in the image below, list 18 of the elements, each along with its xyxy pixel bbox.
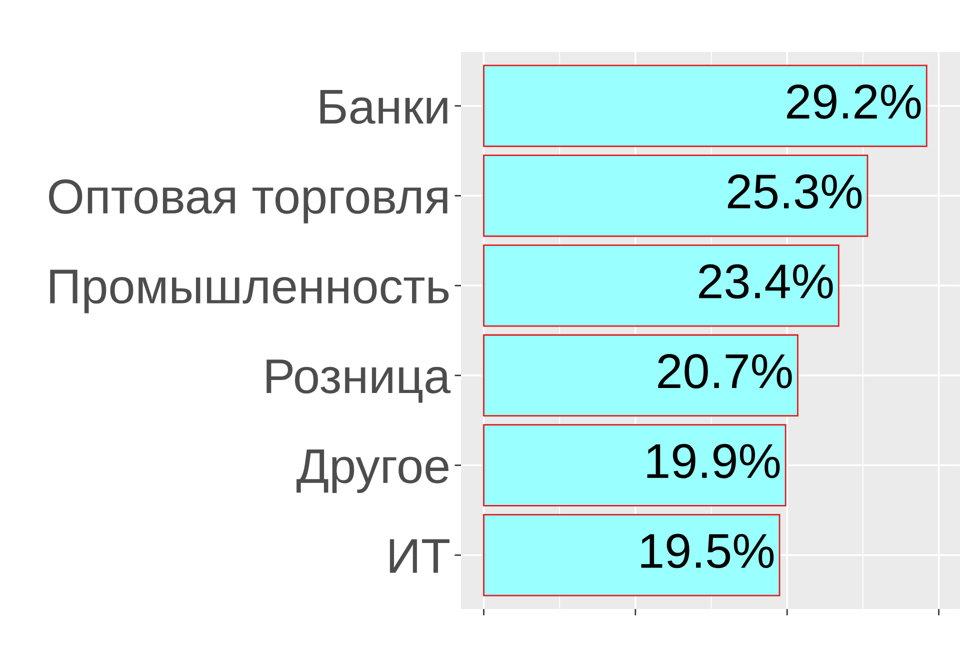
data-label: 23.4% <box>699 264 833 299</box>
y-tick-label: Другое <box>296 449 448 493</box>
bar <box>483 244 840 327</box>
bar <box>483 334 798 417</box>
y-tick-label: Оптовая торговля <box>49 179 448 224</box>
bar <box>483 154 868 237</box>
data-label: 19.5% <box>641 534 774 568</box>
bar <box>483 64 928 148</box>
y-tick-label: Банки <box>320 90 448 124</box>
y-tick-label: Розница <box>266 360 451 403</box>
y-tick-label: ИТ <box>390 539 450 573</box>
y-tick-label: Промышленность <box>50 270 449 314</box>
bar <box>483 514 780 596</box>
data-label: 25.3% <box>728 174 862 209</box>
data-label: 19.9% <box>647 444 780 478</box>
bar <box>483 424 786 506</box>
data-label: 20.7% <box>658 354 792 388</box>
data-label: 29.2% <box>787 84 921 119</box>
